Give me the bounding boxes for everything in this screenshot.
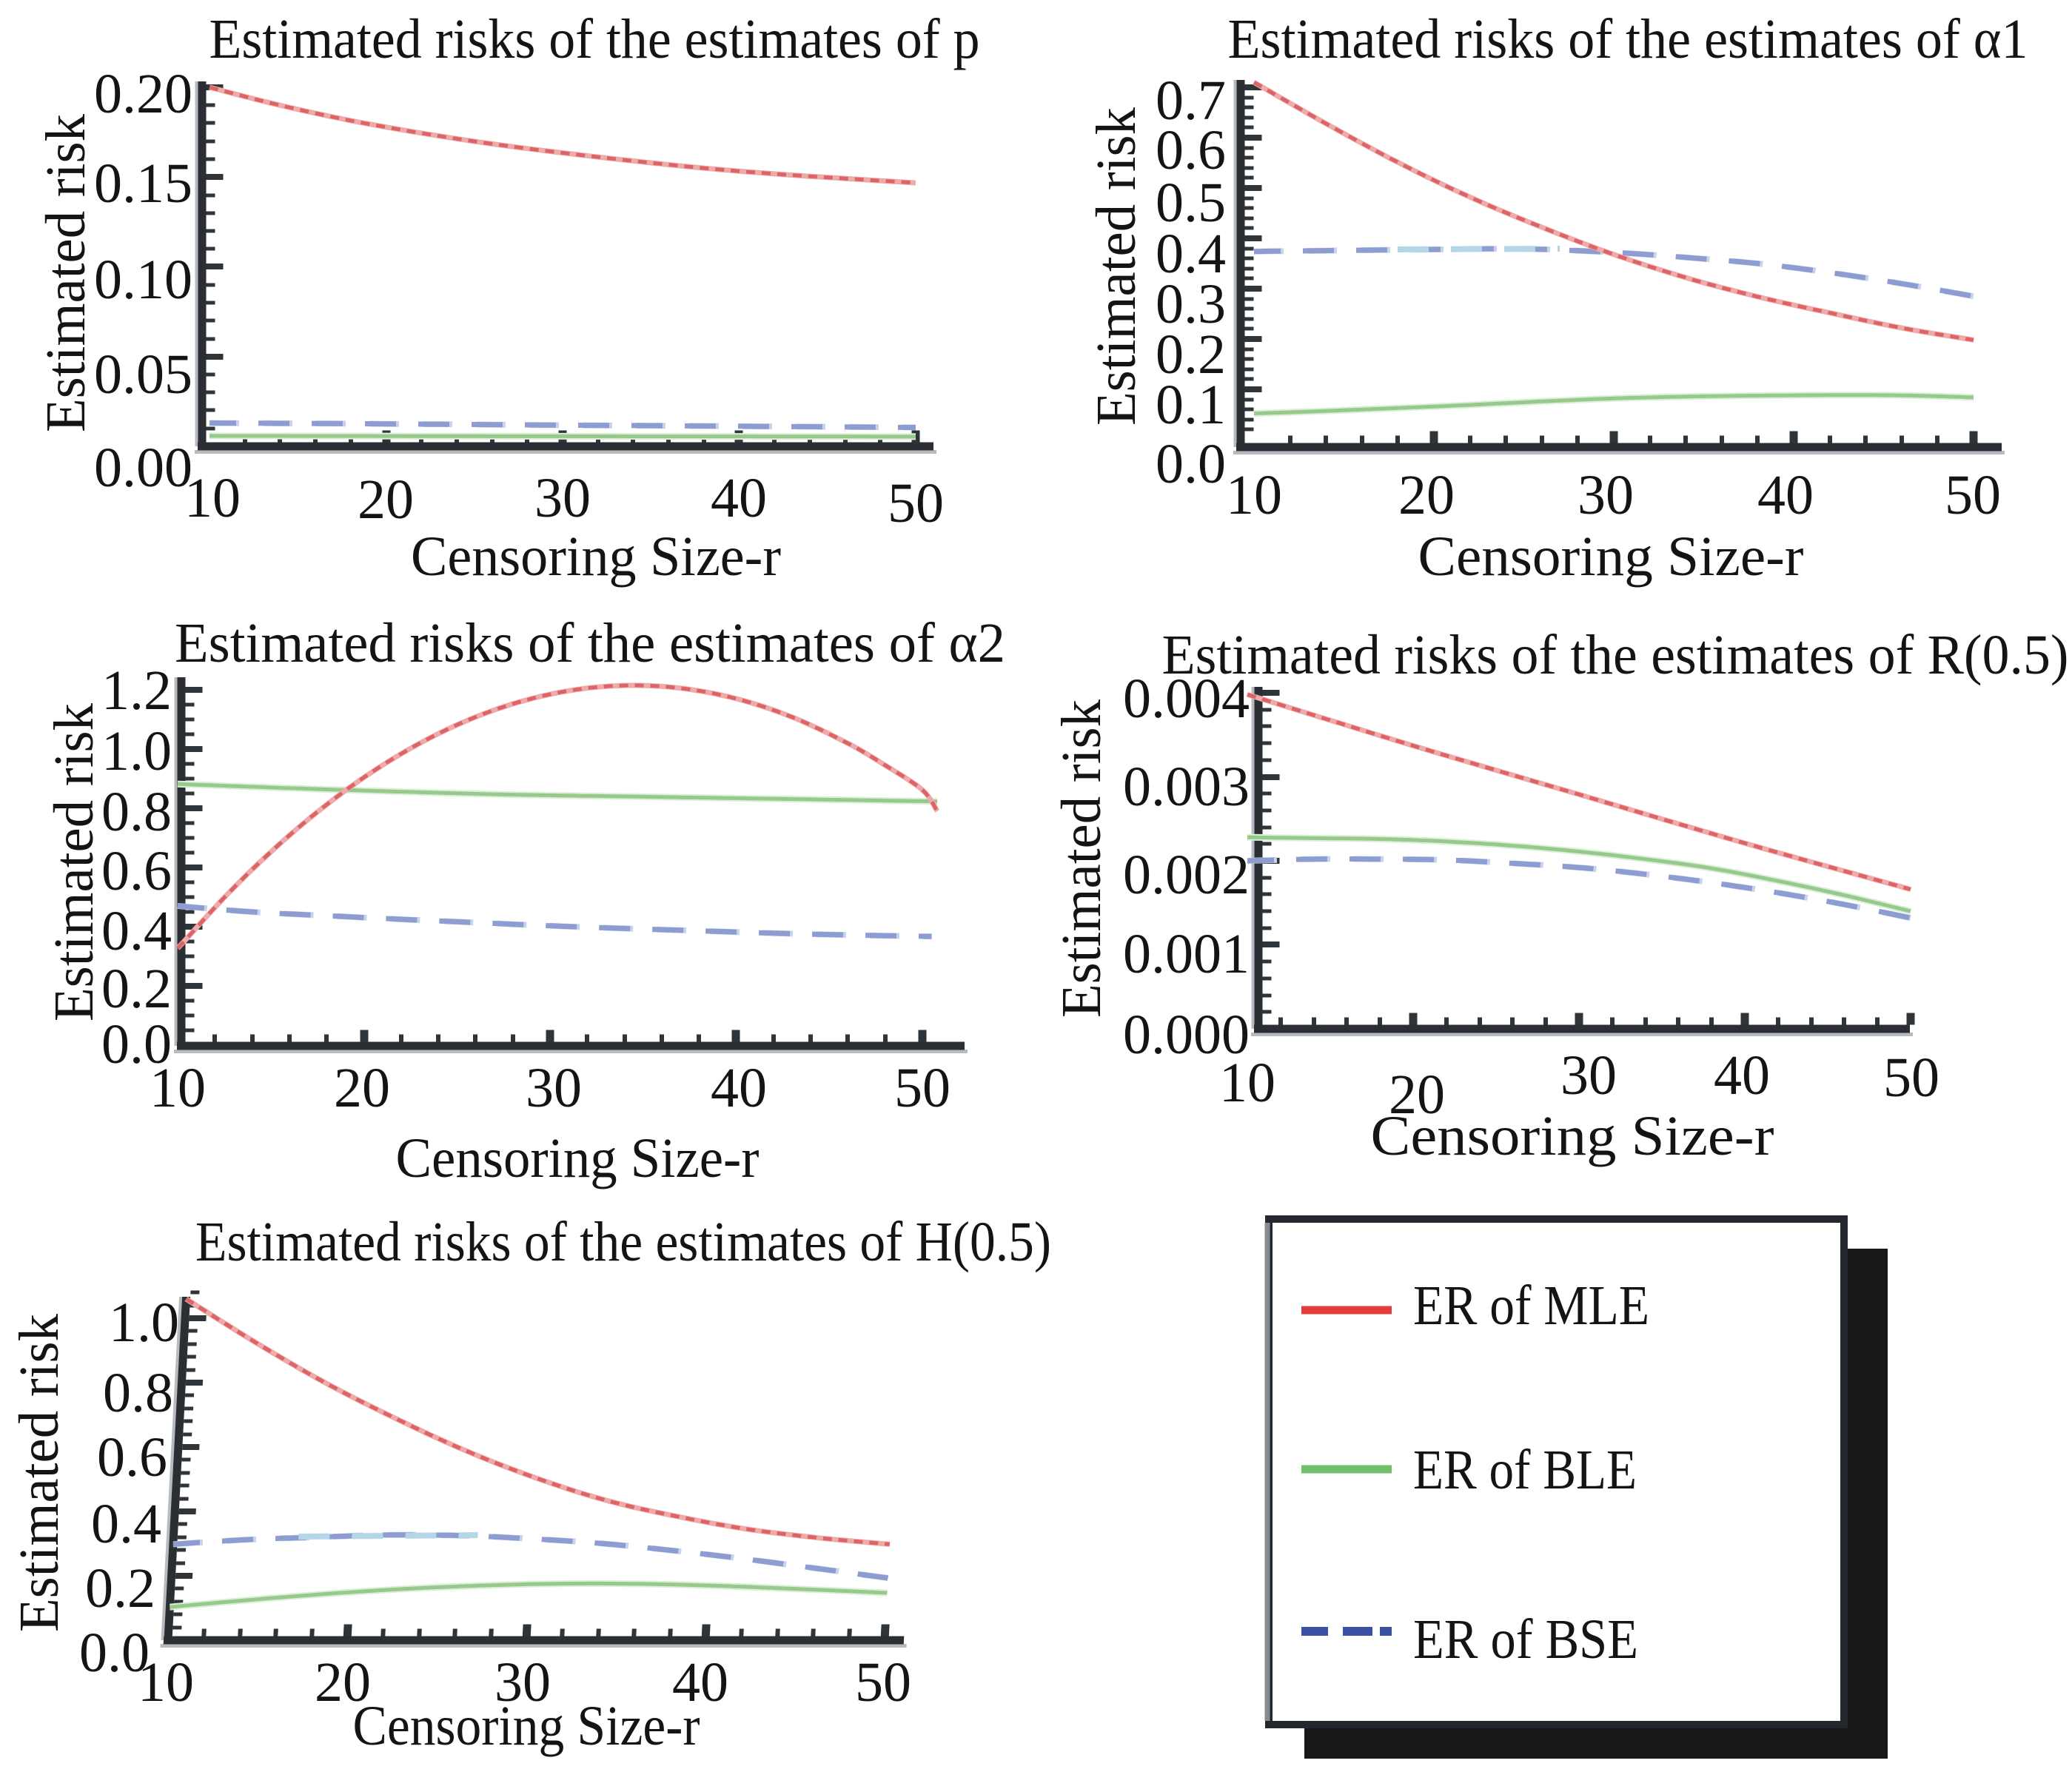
svg-text:0.20: 0.20 [94, 63, 192, 125]
svg-text:30: 30 [1560, 1044, 1617, 1107]
svg-text:Censoring Size-r: Censoring Size-r [353, 1695, 700, 1757]
svg-text:0.000: 0.000 [1123, 1004, 1250, 1066]
svg-text:0.5: 0.5 [1156, 172, 1226, 234]
svg-text:50: 50 [1945, 464, 2001, 526]
svg-text:1.0: 1.0 [101, 720, 172, 782]
svg-text:0.6: 0.6 [1156, 119, 1226, 181]
svg-text:0.002: 0.002 [1123, 844, 1250, 906]
svg-text:20: 20 [358, 469, 414, 531]
svg-text:40: 40 [1714, 1044, 1770, 1107]
svg-text:Censoring Size-r: Censoring Size-r [396, 1127, 760, 1189]
svg-text:20: 20 [315, 1651, 371, 1713]
svg-text:1.2: 1.2 [101, 659, 172, 722]
svg-text:0.4: 0.4 [91, 1493, 161, 1555]
svg-text:10: 10 [1226, 464, 1282, 526]
svg-text:0.3: 0.3 [1156, 273, 1226, 335]
svg-text:Estimated risk: Estimated risk [1050, 699, 1113, 1018]
svg-text:50: 50 [888, 472, 944, 534]
svg-text:ER of BSE: ER of BSE [1413, 1608, 1638, 1671]
svg-text:1.0: 1.0 [109, 1292, 179, 1354]
svg-text:50: 50 [855, 1651, 911, 1713]
svg-text:0.00: 0.00 [94, 437, 192, 499]
svg-text:40: 40 [711, 467, 767, 529]
svg-text:30: 30 [526, 1057, 582, 1119]
svg-text:40: 40 [672, 1651, 728, 1713]
svg-text:0.1: 0.1 [1156, 374, 1226, 436]
svg-text:Estimated risk: Estimated risk [35, 114, 97, 432]
svg-text:20: 20 [334, 1057, 390, 1119]
svg-text:50: 50 [894, 1057, 950, 1119]
svg-text:Estimated risks of the estimat: Estimated risks of the estimates of R(0.… [1162, 624, 2069, 686]
svg-text:30: 30 [534, 467, 591, 529]
svg-text:0.2: 0.2 [101, 958, 172, 1020]
svg-text:20: 20 [1398, 464, 1455, 526]
svg-text:20: 20 [1389, 1064, 1445, 1126]
svg-text:30: 30 [1578, 464, 1634, 526]
svg-text:0.003: 0.003 [1123, 756, 1250, 818]
svg-text:10: 10 [1219, 1052, 1275, 1114]
svg-text:0.4: 0.4 [1156, 223, 1226, 285]
svg-text:0.4: 0.4 [101, 900, 172, 962]
svg-text:10: 10 [184, 467, 241, 529]
svg-text:0.8: 0.8 [101, 781, 172, 843]
svg-text:0.001: 0.001 [1123, 923, 1250, 985]
svg-text:Estimated risk: Estimated risk [1085, 107, 1147, 426]
svg-text:50: 50 [1883, 1047, 1939, 1109]
svg-text:Censoring Size-r: Censoring Size-r [411, 526, 781, 588]
svg-text:0.2: 0.2 [85, 1557, 155, 1619]
svg-text:0.6: 0.6 [101, 840, 172, 902]
svg-text:Censoring Size-r: Censoring Size-r [1418, 526, 1804, 588]
svg-text:Estimated risks of the estimat: Estimated risks of the estimates of p [209, 8, 980, 70]
svg-text:0.8: 0.8 [103, 1362, 173, 1424]
svg-text:Estimated risks of the estimat: Estimated risks of the estimates of H(0.… [195, 1211, 1051, 1273]
svg-text:0.05: 0.05 [94, 343, 192, 406]
svg-text:40: 40 [711, 1057, 767, 1119]
svg-text:0.6: 0.6 [97, 1426, 167, 1488]
svg-text:Estimated risks of the estimat: Estimated risks of the estimates of α2 [175, 612, 1005, 674]
svg-text:10: 10 [138, 1651, 194, 1713]
svg-text:0.15: 0.15 [94, 152, 192, 215]
svg-text:Estimated risk: Estimated risk [8, 1314, 70, 1632]
svg-text:0.10: 0.10 [94, 249, 192, 311]
svg-text:Estimated risks of the estimat: Estimated risks of the estimates of α1 [1228, 8, 2028, 70]
svg-text:0.0: 0.0 [1156, 433, 1226, 495]
svg-text:0.0: 0.0 [79, 1622, 150, 1684]
svg-text:ER of BLE: ER of BLE [1413, 1439, 1637, 1501]
svg-text:40: 40 [1757, 464, 1814, 526]
svg-text:0.004: 0.004 [1123, 668, 1250, 730]
svg-text:0.2: 0.2 [1156, 323, 1226, 386]
svg-text:Estimated risk: Estimated risk [43, 703, 105, 1021]
svg-text:Censoring Size-r: Censoring Size-r [1371, 1105, 1774, 1167]
svg-text:10: 10 [150, 1057, 206, 1119]
svg-text:0.0: 0.0 [101, 1013, 172, 1075]
svg-text:ER of MLE: ER of MLE [1413, 1275, 1649, 1337]
svg-text:0.7: 0.7 [1156, 70, 1226, 132]
svg-text:30: 30 [494, 1651, 551, 1713]
